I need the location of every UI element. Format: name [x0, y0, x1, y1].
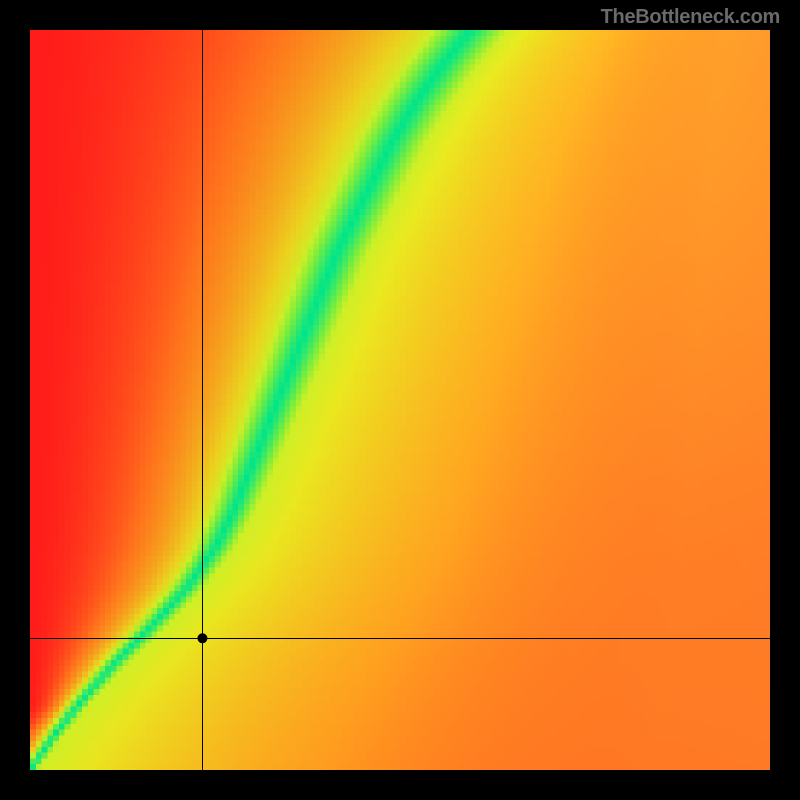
chart-container: { "watermark": "TheBottleneck.com", "wat…: [0, 0, 800, 800]
heatmap-canvas: [30, 30, 770, 770]
crosshair-vertical: [202, 30, 203, 770]
crosshair-horizontal: [30, 638, 770, 639]
heatmap-plot: [30, 30, 770, 770]
watermark-text: TheBottleneck.com: [601, 6, 780, 29]
